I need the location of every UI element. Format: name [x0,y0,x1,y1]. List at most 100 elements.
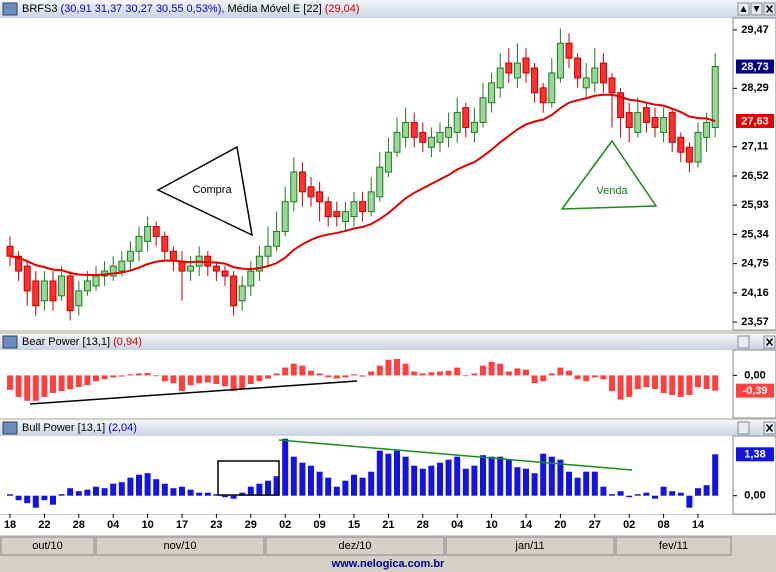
y-tick-label: 0,00 [744,490,765,502]
bar [617,375,624,400]
candle-body [247,270,255,287]
bar [669,491,676,496]
candle-body [316,191,324,203]
bar [58,494,65,496]
x-tick-label: 17 [176,519,188,531]
candle-body [118,260,126,272]
bar [247,375,254,384]
bar [591,375,598,378]
bar [187,375,194,386]
bar [454,367,461,376]
bar [290,456,297,496]
bar [204,492,211,496]
bar [127,477,134,496]
bar [213,375,220,384]
x-tick-label: 08 [657,519,669,531]
bar [462,468,469,496]
bar [609,375,615,392]
pane-menu-button[interactable] [2,2,18,16]
close-icon [765,5,774,13]
candle-body [49,280,57,302]
candle-body [548,72,556,104]
annotation: Venda [596,185,628,197]
bar [239,492,246,496]
chart-title: BRFS3 (30,91 31,37 30,27 30,55 0,53%), M… [22,3,360,15]
bar [127,374,134,376]
candle-body [367,191,375,213]
bar [531,473,538,496]
bar [437,371,443,376]
y-tick-label: 0,00 [744,369,765,381]
candle-body [255,255,263,272]
bar [471,373,478,376]
candle-body [574,57,582,79]
bar [557,367,564,376]
bar [136,474,142,496]
bar [75,375,82,388]
candle-body [109,265,117,277]
bar [660,375,667,393]
x-tick-label: 04 [451,519,464,531]
maximize-button[interactable] [737,335,750,349]
bar [540,453,547,496]
bar [600,486,607,496]
bar [574,477,581,496]
candle-body [66,275,74,312]
pane-menu-button[interactable] [2,421,18,435]
y-tick-label: 25,34 [741,228,769,240]
bar [136,373,142,376]
bar [50,375,56,393]
bar [411,465,418,496]
bar [239,375,246,390]
x-tick-label: 29 [245,519,257,531]
bar [308,465,314,496]
x-tick-label: 14 [520,519,533,531]
window-buttons [737,2,776,16]
bar [677,492,684,496]
bar [531,375,538,384]
bar [179,486,185,496]
bar [196,492,203,496]
bar [204,375,211,383]
bar [428,465,435,496]
pane-menu-button[interactable] [2,335,18,349]
bar [273,476,280,496]
bar [118,375,125,377]
highlight-box [217,460,280,496]
value-label-box [736,114,774,129]
candle-body [126,250,134,262]
month-band [445,536,615,556]
candle-body [488,82,496,104]
candle-body [290,171,298,203]
month-label: dez/10 [338,540,371,552]
bar [480,455,486,496]
plot-area [0,436,733,514]
bar [144,373,151,376]
bar [411,371,418,376]
month-band [265,536,445,556]
bar [41,495,48,501]
bar [428,372,435,376]
bar [325,477,332,496]
month-label: jan/11 [514,540,544,552]
annotations: Compra Venda [29,139,658,496]
x-tick-label: 10 [485,519,497,531]
candle-body [642,107,650,123]
bar [187,489,194,496]
candle-body [453,112,461,133]
bar [514,368,521,376]
bar [695,375,701,388]
bar [153,375,160,377]
maximize-button[interactable] [737,421,750,435]
candle-body [15,255,23,272]
bar [290,363,297,376]
bar [32,495,39,508]
x-tick-label: 20 [554,519,566,531]
candle-body [212,265,220,272]
sell-triangle [560,139,658,210]
bar [342,375,349,378]
bar [600,375,607,380]
bar [144,473,151,496]
bar [626,495,633,498]
